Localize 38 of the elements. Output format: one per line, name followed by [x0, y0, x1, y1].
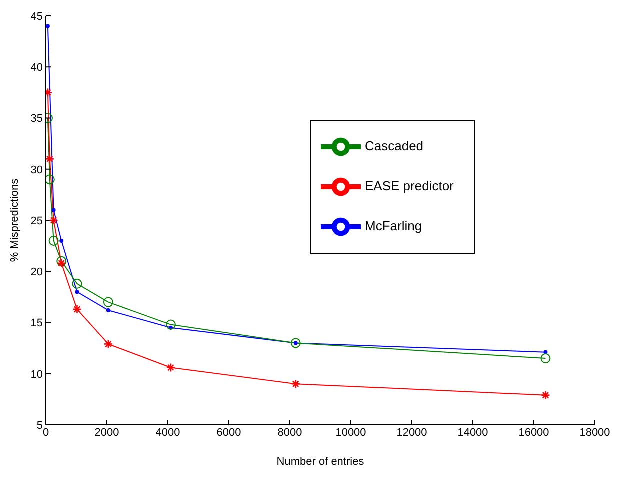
y-tick-label: 20 — [30, 266, 43, 279]
y-tick-label: 35 — [30, 113, 43, 126]
x-tick-label: 10000 — [336, 426, 366, 439]
x-tick-label: 6000 — [216, 426, 242, 439]
y-tick-label: 40 — [30, 62, 43, 74]
x-tick-label: 18000 — [580, 426, 610, 439]
y-tick-label: 5 — [36, 420, 43, 432]
y-axis-title: % Mispredictions — [8, 178, 21, 262]
y-tick-label: 45 — [30, 10, 43, 23]
point — [166, 320, 176, 330]
x-tick-label: 12000 — [396, 426, 428, 439]
y-tick-label: 10 — [30, 368, 43, 381]
point — [56, 256, 67, 266]
x-axis-title: Number of entries — [276, 456, 365, 468]
x-tick-label: 8000 — [278, 426, 302, 439]
point — [544, 350, 548, 354]
x-tick-label: 2000 — [94, 426, 120, 439]
legend-label: Cascaded — [365, 138, 424, 154]
point — [75, 290, 80, 294]
x-tick-label: 0 — [42, 426, 50, 439]
y-tick-label: 25 — [30, 215, 43, 228]
point — [60, 238, 64, 243]
point — [103, 297, 114, 308]
x-tick-label: 16000 — [518, 426, 550, 439]
point — [46, 174, 55, 185]
point — [46, 24, 50, 28]
point — [290, 338, 301, 348]
y-tick-label: 30 — [30, 164, 43, 176]
x-tick-label: 4000 — [156, 426, 180, 439]
point — [106, 308, 110, 312]
x-tick-label: 14000 — [458, 426, 488, 439]
point — [48, 236, 59, 246]
y-tick-label: 15 — [30, 318, 43, 330]
legend-label: EASE predictor — [365, 178, 454, 194]
legend-label: McFarling — [365, 218, 422, 234]
point — [540, 354, 551, 364]
point — [72, 278, 82, 289]
point — [52, 208, 56, 212]
